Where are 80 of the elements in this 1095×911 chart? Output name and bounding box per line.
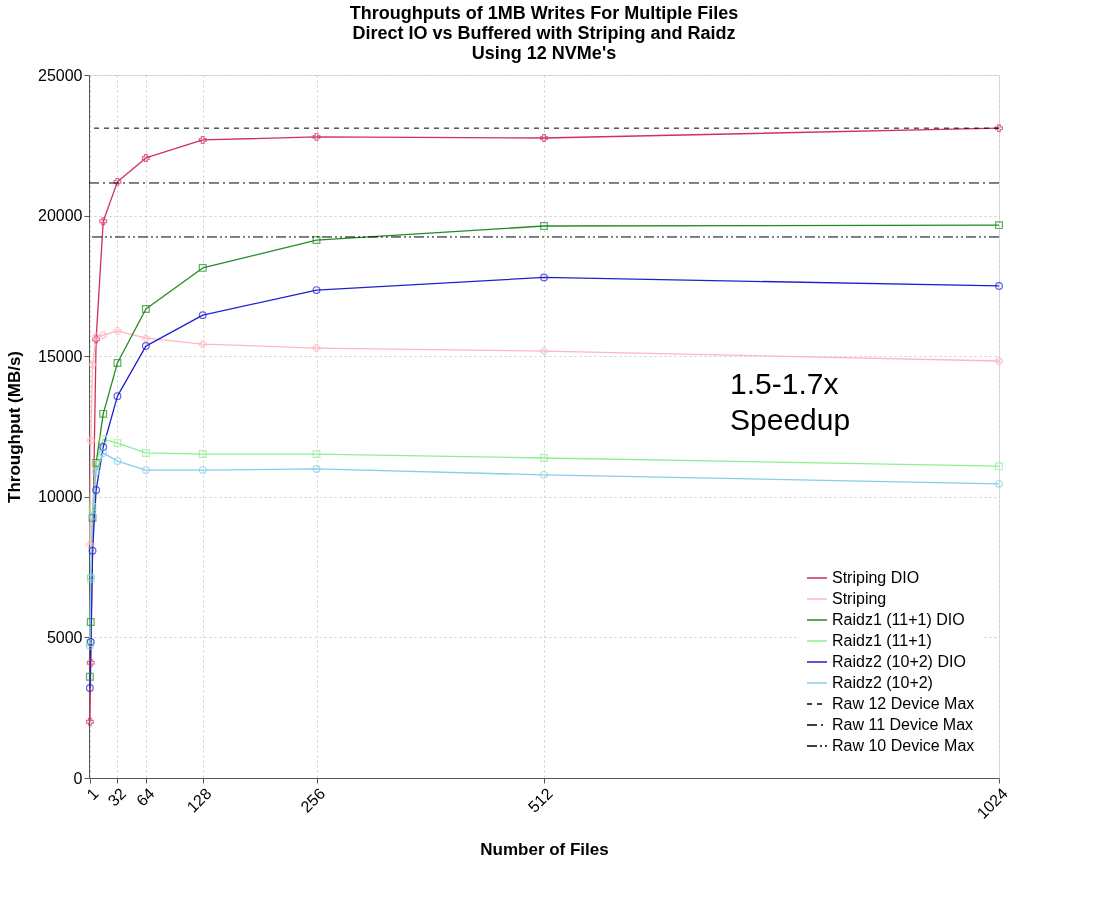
y-axis-title: Throughput (MB/s): [5, 350, 25, 504]
point: [113, 392, 122, 401]
y-tick-label: 15000: [38, 347, 83, 365]
point: [540, 134, 548, 142]
point: [99, 435, 108, 444]
legend-label: Raw 10 Device Max: [832, 737, 975, 754]
point: [85, 684, 94, 692]
legend-label: Raw 12 Device Max: [832, 695, 975, 712]
point: [113, 326, 122, 335]
point: [141, 466, 150, 475]
x-tick-label: 64: [133, 784, 158, 810]
point: [312, 286, 321, 295]
point: [88, 360, 97, 369]
point: [141, 342, 150, 351]
point: [540, 222, 548, 230]
point: [141, 448, 150, 457]
point: [85, 672, 94, 681]
point: [99, 448, 108, 457]
legend-label: Raidz1 (11+1): [832, 632, 932, 649]
point: [198, 136, 207, 144]
legend-label: Raidz2 (10+2) DIO: [832, 653, 966, 670]
point: [141, 154, 150, 162]
point: [113, 358, 122, 367]
point: [312, 132, 321, 141]
y-tick-label: 20000: [38, 207, 83, 225]
point: [540, 273, 548, 282]
point: [198, 311, 207, 320]
point: [198, 340, 207, 349]
point: [312, 450, 321, 459]
y-tick-label: 0: [73, 769, 83, 787]
point: [92, 486, 101, 494]
point: [113, 177, 122, 186]
point: [85, 540, 94, 549]
point: [995, 124, 1003, 133]
point: [540, 347, 548, 356]
legend-label: Raidz2 (10+2): [832, 674, 933, 691]
point: [99, 217, 108, 226]
legend-label: Raw 11 Device Max: [832, 716, 974, 733]
point: [85, 717, 94, 726]
x-axis-title: Number of Files: [480, 839, 609, 859]
legend-label: Raidz1 (11+1) DIO: [832, 611, 965, 628]
point: [86, 658, 95, 667]
point: [86, 436, 95, 445]
point: [312, 465, 321, 473]
point: [995, 221, 1003, 230]
point: [88, 502, 97, 511]
point: [312, 344, 321, 352]
annotation: 1.5-1.7x Speedup: [730, 367, 851, 436]
x-tick-label: 512: [524, 784, 556, 816]
point: [540, 454, 548, 462]
point: [312, 236, 321, 245]
point: [995, 281, 1003, 290]
chart-title: Throughputs of 1MB Writes For Multiple Files Direct IO vs Buffered with Striping and Raidz Using 12 NVMe's: [349, 3, 739, 63]
point: [141, 305, 150, 313]
point: [198, 263, 207, 272]
point: [995, 357, 1003, 365]
legend-label: Striping DIO: [832, 569, 920, 586]
point: [141, 334, 150, 343]
point: [85, 642, 94, 651]
x-tick-label: 32: [104, 784, 130, 810]
point: [198, 466, 207, 475]
point: [113, 439, 122, 448]
point: [99, 331, 108, 340]
point: [99, 409, 108, 418]
y-tick-label: 25000: [38, 66, 83, 84]
point: [540, 470, 548, 479]
y-tick-label: 10000: [38, 488, 83, 506]
point: [92, 468, 101, 476]
point: [86, 617, 95, 626]
y-tick-label: 5000: [46, 628, 83, 646]
x-tick-label: 256: [297, 784, 329, 816]
x-tick-label: 1: [83, 784, 102, 804]
point: [995, 462, 1003, 471]
point: [113, 457, 122, 466]
point: [99, 443, 108, 451]
point: [995, 479, 1003, 488]
point: [88, 546, 97, 555]
x-tick-label: 128: [183, 784, 215, 816]
point: [198, 450, 207, 459]
legend-label: Striping: [832, 590, 887, 607]
